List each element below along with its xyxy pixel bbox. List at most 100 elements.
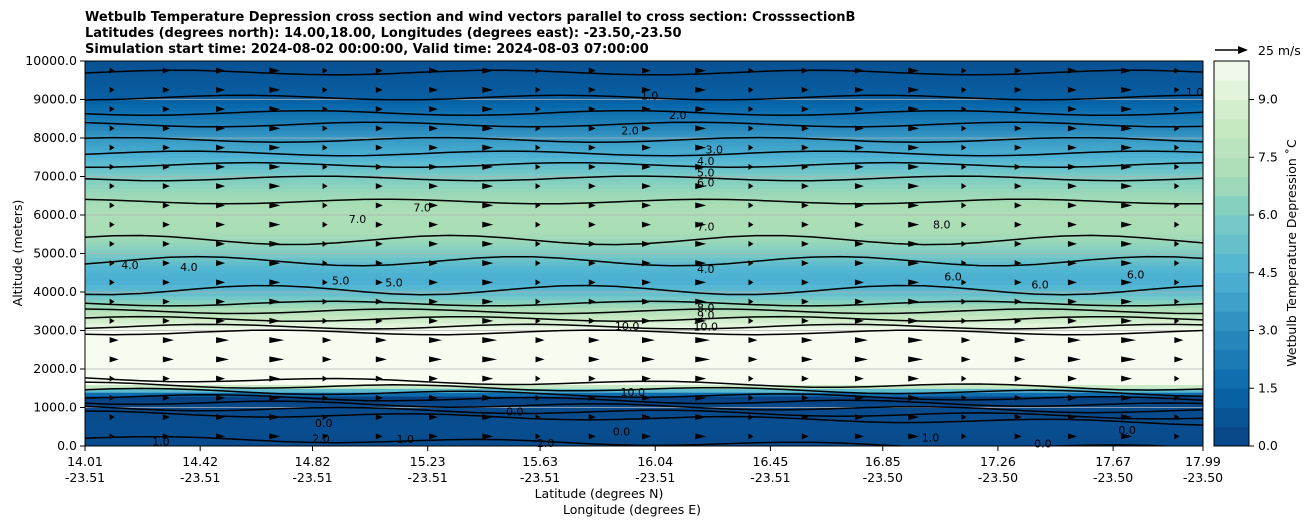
wind-vector <box>162 163 170 170</box>
contour-band <box>85 295 1203 301</box>
contour-band <box>85 188 1203 193</box>
wind-vector <box>1014 202 1022 209</box>
colorbar-tick-label: 3.0 <box>1258 323 1278 338</box>
wind-vector <box>1121 279 1133 286</box>
wind-vector <box>801 337 813 344</box>
wind-vector <box>216 433 226 440</box>
wind-vector <box>322 144 328 151</box>
colorbar-segment <box>1214 369 1249 389</box>
wind-vector <box>535 279 541 286</box>
wind-vector <box>429 202 439 209</box>
y-axis: 0.0 1000.0 2000.0 3000.0 4000.0 5000.0 6000.0 7… <box>25 53 85 453</box>
wind-vector <box>482 144 494 151</box>
wind-vector <box>695 414 707 421</box>
contour-band <box>85 111 1203 116</box>
wind-vector <box>429 183 439 190</box>
wind-vector <box>748 86 754 93</box>
wind-vector <box>908 337 924 344</box>
contour-label: 10.0 <box>615 320 640 333</box>
wind-vector <box>588 86 596 93</box>
wind-vector <box>908 144 920 151</box>
wind-vector <box>109 202 115 209</box>
wind-vector <box>854 375 864 382</box>
wind-vector <box>1014 433 1022 440</box>
contour-band <box>85 238 1203 243</box>
wind-vector <box>109 279 115 286</box>
x-axis-label-longitude: Longitude (degrees E) <box>563 502 701 517</box>
wind-vector <box>908 86 920 93</box>
contour-label: 6.0 <box>697 176 715 189</box>
contour-band <box>85 172 1203 178</box>
contour-band <box>85 130 1203 135</box>
wind-vector <box>322 163 328 170</box>
wind-vector <box>588 317 596 324</box>
contour-band <box>85 103 1203 108</box>
wind-vector <box>748 144 754 151</box>
wind-vector <box>961 356 971 363</box>
wind-vector <box>375 356 387 363</box>
contour-band <box>85 426 1203 432</box>
wind-vector <box>908 67 920 74</box>
wind-vector <box>535 394 541 401</box>
contour-band <box>85 61 1203 66</box>
wind-vector <box>375 240 383 247</box>
wind-vector <box>109 394 115 401</box>
wind-vector <box>1067 298 1077 305</box>
wind-vector <box>801 260 809 267</box>
wind-vector <box>482 106 494 113</box>
contour-line <box>85 400 1203 414</box>
wind-vector <box>1121 183 1133 190</box>
colorbar-tick-label: 1.5 <box>1258 380 1278 395</box>
x-tick-label-lat: 17.99 <box>1185 454 1221 469</box>
x-tick-label-lon: -23.51 <box>408 470 448 485</box>
wind-vector <box>588 279 596 286</box>
contour-band <box>85 114 1203 120</box>
wind-vector <box>269 202 281 209</box>
wind-vector <box>482 240 494 247</box>
contour-label: 6.0 <box>1127 269 1145 282</box>
contour-label: 0.0 <box>613 425 631 438</box>
wind-vector <box>961 375 967 382</box>
wind-vector <box>1067 433 1077 440</box>
wind-vector <box>535 260 541 267</box>
wind-vector <box>1121 144 1133 151</box>
colorbar-segment <box>1214 349 1249 370</box>
wind-vector <box>1067 163 1077 170</box>
wind-vector <box>1067 260 1077 267</box>
wind-vector <box>429 394 439 401</box>
wind-vector <box>748 106 754 113</box>
wind-vector <box>375 67 383 74</box>
wind-vector <box>1121 260 1133 267</box>
wind-vector <box>1014 240 1022 247</box>
wind-vector <box>961 106 967 113</box>
contour-band <box>85 276 1203 282</box>
x-tick-label-lat: 16.04 <box>637 454 673 469</box>
y-tick-label: 1000.0 <box>33 400 77 415</box>
wind-vector <box>801 394 809 401</box>
contour-band <box>85 122 1203 128</box>
wind-vector <box>1014 125 1022 132</box>
colorbar-segment <box>1214 272 1249 293</box>
wind-vector <box>482 298 494 305</box>
contour-label: 0.0 <box>1034 438 1052 451</box>
wind-vector <box>535 298 541 305</box>
contour-band <box>85 284 1203 289</box>
colorbar-segment <box>1214 253 1249 274</box>
contour-band <box>85 149 1203 154</box>
wind-vector <box>1014 106 1022 113</box>
wind-vector <box>1174 394 1180 401</box>
wind-vector <box>642 183 651 190</box>
wind-vector <box>269 86 281 93</box>
wind-vector <box>375 433 383 440</box>
wind-vector <box>482 433 494 440</box>
colorbar-segment <box>1214 388 1249 408</box>
wind-vector <box>429 414 439 421</box>
wind-vector <box>642 375 651 382</box>
contour-band <box>85 118 1203 124</box>
colorbar-segment <box>1214 118 1249 139</box>
wind-vector <box>482 279 494 286</box>
wind-vector <box>216 67 226 74</box>
contour-band <box>85 365 1203 370</box>
wind-vector <box>109 86 115 93</box>
wind-vector <box>216 337 230 344</box>
